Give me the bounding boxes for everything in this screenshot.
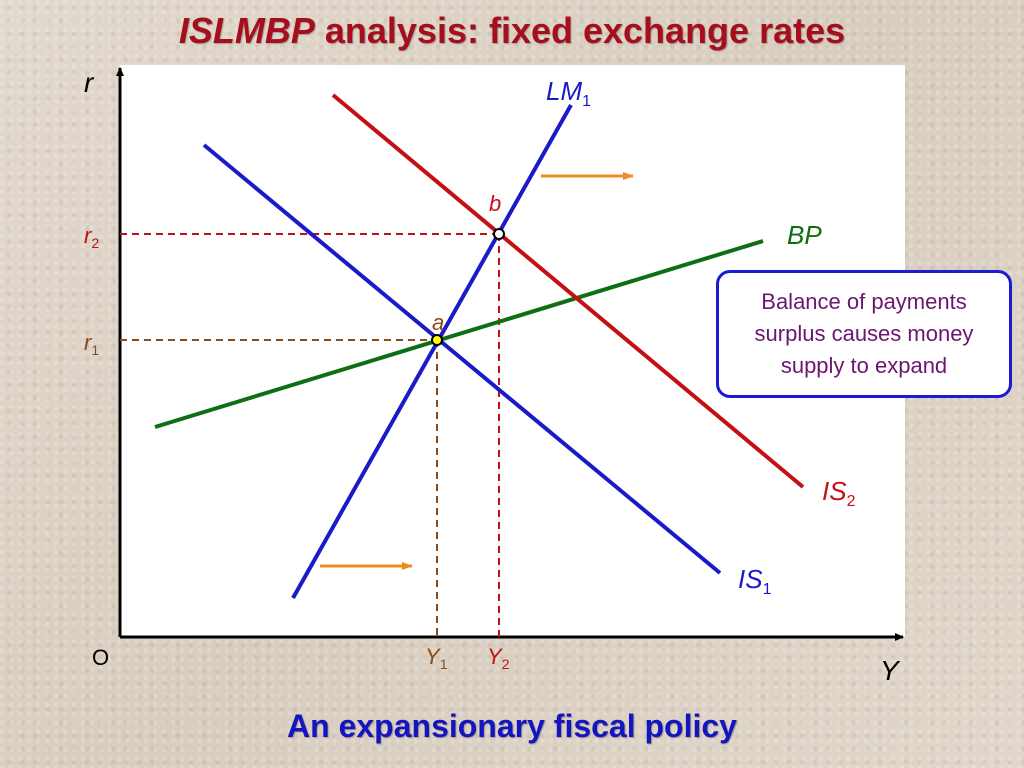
x-axis-label: Y (880, 655, 901, 686)
title-italic: ISLMBP (178, 10, 315, 51)
r2-label: r2 (84, 223, 99, 251)
lm1-curve (291, 104, 573, 599)
title-rest: analysis: fixed exchange rates (314, 10, 846, 51)
origin-label: O (92, 645, 109, 670)
note-box: Balance of payments surplus causes money… (716, 270, 1012, 398)
slide-title: ISLMBP analysis: fixed exchange rates (0, 10, 1024, 52)
point-b-marker (493, 228, 505, 240)
note-text: Balance of payments surplus causes money… (754, 289, 974, 378)
point-b-label: b (489, 191, 501, 216)
y2-label: Y2 (487, 644, 510, 672)
point-a-label: a (432, 310, 444, 335)
lm1-label: LM1 (546, 76, 591, 110)
r1-label: r1 (84, 330, 99, 358)
point-a-marker (431, 334, 443, 346)
y-axis-label: r (84, 67, 95, 98)
bp-label: BP (787, 220, 822, 250)
bp-curve (154, 239, 764, 429)
is2-curve (331, 93, 805, 489)
y1-label: Y1 (425, 644, 448, 672)
is1-label: IS1 (738, 564, 772, 598)
is1-curve (202, 143, 722, 575)
is2-label: IS2 (822, 476, 856, 510)
slide-subtitle: An expansionary fiscal policy (287, 708, 737, 744)
